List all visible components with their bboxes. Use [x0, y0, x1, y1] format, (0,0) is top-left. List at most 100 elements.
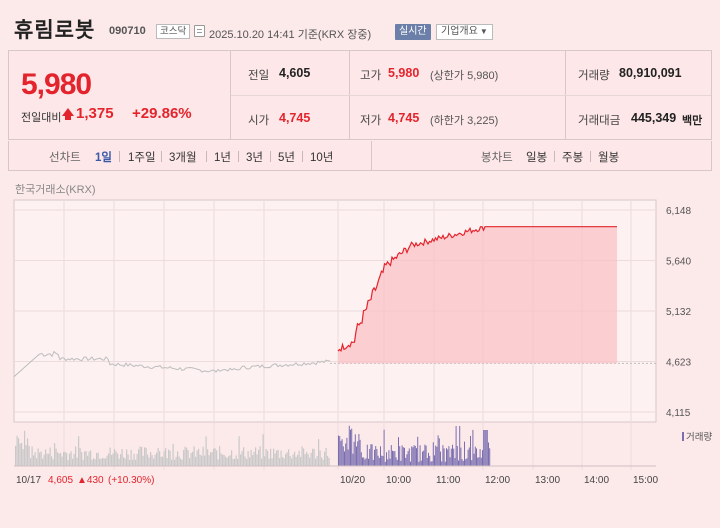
volume-bar: [268, 458, 270, 466]
volume-bar: [363, 457, 365, 466]
volume-bar: [364, 459, 366, 466]
volume-bar: [195, 456, 197, 466]
volume-bar: [202, 446, 204, 466]
volume-bar: [229, 455, 231, 466]
volume-bar: [431, 461, 433, 466]
realtime-button[interactable]: 실시간: [395, 24, 431, 40]
tab-monthly-candle[interactable]: 월봉: [598, 152, 620, 164]
volume-bar: [321, 457, 323, 466]
volume-bar: [342, 446, 344, 466]
x-tick-label: 12:00: [485, 475, 510, 486]
volume-bar: [460, 447, 462, 466]
volume-bar: [356, 446, 357, 466]
tab-3m[interactable]: 3개월: [169, 152, 197, 164]
volume-bar: [261, 458, 263, 466]
volume-bar: [228, 456, 230, 466]
volume-bar: [250, 450, 252, 466]
volume-bar: [99, 458, 101, 466]
volume-bar: [187, 450, 189, 466]
volume-bar: [48, 453, 50, 466]
volume-bar: [258, 449, 260, 466]
volume-bar: [79, 448, 81, 466]
divider: [270, 151, 271, 162]
volume-bar: [422, 451, 423, 466]
stat-label: 고가: [360, 70, 382, 82]
volume-bar: [273, 448, 275, 466]
x-tick-label: 14:00: [584, 475, 609, 486]
volume-bar: [414, 445, 416, 466]
volume-bar: [106, 455, 108, 466]
volume-bar: [303, 448, 305, 466]
volume-bar: [412, 447, 414, 466]
volume-bar: [111, 454, 113, 466]
volume-bar: [465, 459, 467, 466]
volume-bar: [132, 459, 134, 466]
volume-bar: [175, 456, 177, 466]
tab-daily-candle[interactable]: 일봉: [526, 152, 548, 164]
volume-bar: [60, 453, 62, 466]
volume-bar: [295, 456, 297, 466]
volume-bar: [220, 453, 222, 466]
volume-area: [14, 425, 656, 467]
stat-value: 80,910,091: [619, 66, 682, 80]
volume-bar: [279, 458, 281, 466]
tab-3y[interactable]: 3년: [246, 152, 263, 164]
volume-bar: [153, 458, 155, 466]
volume-bar: [123, 457, 125, 466]
volume-bar: [420, 460, 422, 466]
volume-bar: [22, 449, 24, 466]
volume-bar: [410, 461, 411, 466]
volume-bar: [297, 455, 299, 466]
volume-bar: [46, 453, 48, 466]
volume-bar: [25, 444, 27, 466]
volume-bar: [370, 444, 372, 466]
volume-bar: [285, 453, 287, 466]
volume-bar: [438, 438, 440, 466]
series-today-fill: [338, 226, 617, 364]
period-selector: 선차트 1일 1주일 3개월 1년 3년 5년 10년 봉차트 일봉 주봉 월봉: [8, 141, 712, 171]
volume-bar: [442, 445, 444, 466]
volume-bar: [276, 450, 278, 466]
volume-bar: [480, 457, 482, 466]
volume-bar: [259, 446, 261, 466]
volume-bar: [474, 446, 476, 466]
volume-bar: [129, 459, 131, 466]
volume-bar: [398, 437, 399, 466]
stat-label: 전일: [248, 70, 270, 82]
volume-bar: [388, 450, 390, 466]
company-overview-button[interactable]: 기업개요 ▼: [436, 24, 493, 40]
volume-bar: [470, 435, 471, 466]
line-chart-label: 선차트: [49, 152, 81, 164]
volume-bar: [39, 452, 41, 466]
volume-bar: [78, 436, 80, 466]
volume-bar: [289, 455, 291, 466]
tab-1y[interactable]: 1년: [214, 152, 231, 164]
volume-bar: [69, 453, 71, 466]
tab-1d[interactable]: 1일: [95, 152, 112, 164]
volume-bar: [271, 458, 273, 466]
volume-bar: [488, 442, 489, 466]
tab-1w[interactable]: 1주일: [128, 152, 156, 164]
volume-bar: [94, 459, 96, 466]
tab-10y[interactable]: 10년: [310, 152, 334, 164]
volume-bar: [42, 458, 44, 466]
volume-bar: [186, 447, 188, 466]
volume-bar: [66, 453, 68, 466]
exchange-label: 한국거래소(KRX): [15, 184, 96, 196]
volume-bar: [247, 451, 249, 466]
volume-bar: [447, 449, 449, 466]
volume-bar: [366, 444, 368, 466]
volume-bar: [108, 453, 110, 466]
volume-bar: [328, 458, 330, 466]
volume-bar: [93, 458, 95, 466]
volume-bar: [430, 461, 432, 466]
volume-bar: [28, 445, 30, 466]
tab-weekly-candle[interactable]: 주봉: [562, 152, 584, 164]
y-tick-label: 4,623: [666, 358, 691, 369]
tab-5y[interactable]: 5년: [278, 152, 295, 164]
volume-bar: [232, 459, 234, 466]
stat-value: 5,980: [388, 66, 420, 80]
volume-bar: [192, 451, 194, 466]
volume-bar: [193, 446, 195, 466]
volume-bar: [359, 439, 361, 466]
